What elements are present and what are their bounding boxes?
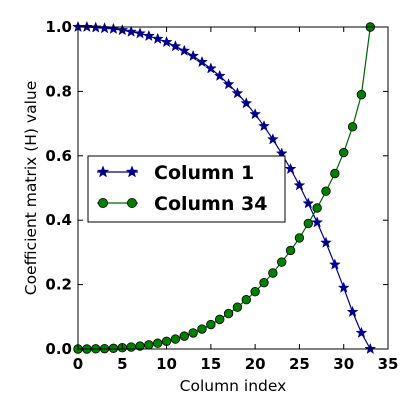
data-point-column-1	[355, 326, 368, 338]
data-point-column-1	[337, 281, 350, 293]
data-point-column-1	[98, 22, 111, 34]
data-point-column-1	[178, 44, 191, 56]
data-point-column-1	[196, 55, 208, 68]
data-point-column-1	[258, 119, 270, 132]
series-column-1	[72, 20, 377, 355]
data-point-column-34	[259, 277, 269, 288]
data-point-column-34	[241, 295, 251, 305]
legend-label-column-34: Column 34	[154, 193, 267, 215]
plot-frame	[77, 26, 389, 350]
data-point-column-34	[277, 257, 287, 267]
data-point-column-1	[169, 40, 182, 52]
data-point-column-34	[108, 343, 119, 354]
data-point-column-34	[312, 203, 322, 213]
data-point-column-1	[142, 29, 155, 42]
y-axis-ticks: 0.0 0.2 0.4 0.6 0.8 1.0	[45, 18, 388, 358]
x-axis-label: Column index	[180, 377, 287, 395]
data-point-column-34	[285, 245, 296, 256]
y-tick-label: 0.2	[45, 276, 72, 294]
data-point-column-34	[347, 122, 358, 132]
legend-marker-circle	[98, 197, 109, 208]
data-point-column-34	[294, 233, 305, 243]
y-tick-label: 0.4	[45, 211, 72, 229]
legend-marker-star	[96, 165, 110, 178]
data-point-column-1	[187, 49, 200, 62]
y-tick-label: 0.0	[45, 340, 72, 358]
data-point-column-34	[197, 324, 207, 334]
data-point-column-1	[160, 35, 173, 48]
x-axis-ticks: 0 5 10 15 20 25 30 35	[73, 27, 399, 373]
data-point-column-34	[339, 147, 349, 158]
x-tick-label: 35	[378, 355, 399, 373]
x-tick-label: 25	[289, 355, 310, 373]
data-point-column-1	[320, 236, 332, 248]
y-tick-label: 0.6	[45, 147, 72, 165]
data-point-column-34	[356, 89, 367, 100]
data-point-column-1	[266, 133, 279, 145]
data-point-column-34	[223, 308, 234, 319]
data-point-column-34	[330, 168, 340, 179]
x-tick-label: 30	[333, 355, 354, 373]
y-tick-label: 1.0	[45, 18, 72, 36]
legend-marker-star	[125, 165, 139, 178]
legend-box	[87, 155, 286, 223]
data-point-column-34	[144, 340, 154, 350]
legend: Column 1 Column 34	[87, 155, 286, 223]
data-point-column-34	[126, 342, 136, 352]
x-tick-label: 5	[117, 355, 127, 373]
data-point-column-1	[231, 87, 244, 99]
data-point-column-34	[303, 218, 313, 229]
data-point-column-34	[206, 319, 216, 330]
legend-entry-column-34: Column 34	[97, 193, 267, 215]
x-tick-label: 20	[245, 355, 266, 373]
legend-marker-circle	[127, 197, 138, 208]
legend-label-column-1: Column 1	[154, 162, 254, 184]
data-point-column-34	[170, 334, 181, 344]
y-tick-label: 0.8	[45, 82, 72, 100]
data-point-column-1	[302, 197, 315, 209]
data-point-column-1	[204, 62, 217, 74]
data-point-column-1	[134, 27, 146, 39]
data-point-column-34	[153, 338, 163, 348]
data-point-column-1	[80, 20, 93, 33]
data-point-column-34	[179, 331, 189, 341]
data-point-column-34	[232, 302, 243, 312]
x-tick-label: 15	[200, 355, 221, 373]
data-point-column-1	[249, 108, 262, 120]
legend-entry-column-1: Column 1	[96, 162, 254, 184]
data-point-column-1	[240, 97, 253, 109]
data-point-column-1	[311, 216, 324, 228]
data-point-column-1	[364, 342, 377, 355]
data-point-column-1	[213, 69, 226, 81]
data-point-column-34	[250, 286, 260, 297]
data-point-column-1	[346, 305, 359, 318]
data-point-column-34	[268, 268, 278, 278]
data-point-column-34	[135, 341, 145, 351]
y-axis-label: Coefficient matrix (H) value	[22, 81, 40, 296]
data-point-column-1	[151, 32, 164, 44]
data-point-column-34	[215, 314, 225, 325]
data-point-column-34	[321, 186, 331, 196]
data-point-column-1	[293, 179, 306, 191]
data-point-column-34	[188, 328, 198, 338]
data-point-column-1	[284, 162, 297, 175]
data-point-column-1	[328, 258, 341, 270]
data-point-column-1	[125, 25, 138, 37]
x-tick-label: 10	[156, 355, 177, 373]
x-tick-label: 0	[73, 355, 83, 373]
data-point-column-1	[222, 78, 235, 90]
